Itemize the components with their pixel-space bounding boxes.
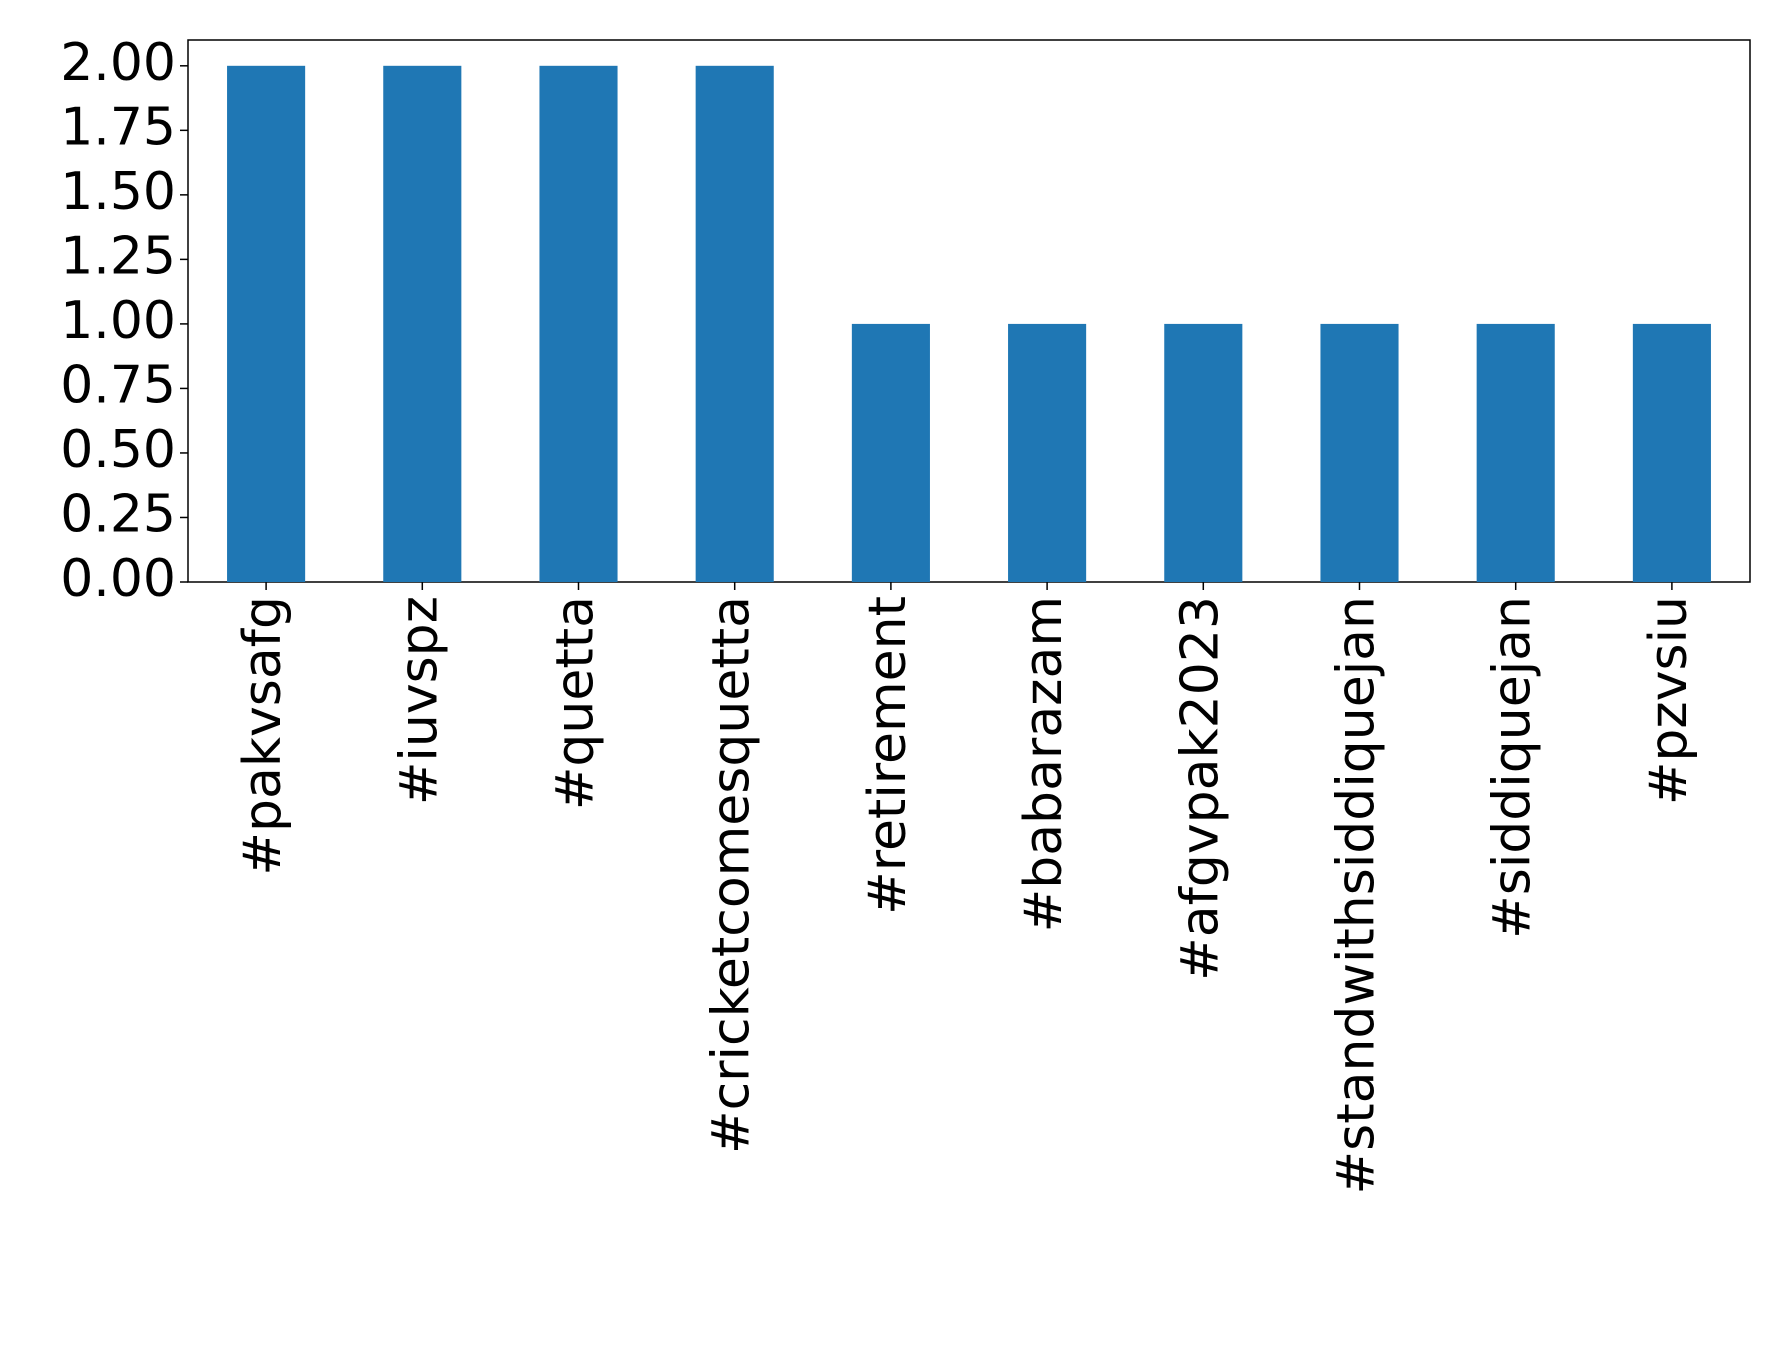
x-tick-label: #cricketcomesquetta	[702, 596, 762, 1154]
bar	[851, 323, 930, 582]
x-tick-label: #retirement	[858, 596, 918, 915]
bar	[227, 65, 306, 583]
x-tick-label: #siddiquejan	[1483, 596, 1543, 939]
x-tick-label: #quetta	[546, 596, 606, 810]
bar	[1008, 323, 1087, 582]
bar	[1632, 323, 1711, 582]
y-tick-label: 1.50	[60, 162, 176, 222]
plot-frame	[187, 39, 1751, 583]
y-tick-label: 2.00	[60, 33, 176, 93]
x-tick-label: #afgvpak2023	[1170, 596, 1230, 981]
y-tick-label: 1.25	[60, 226, 176, 286]
x-tick-label: #standwithsiddiquejan	[1327, 596, 1387, 1194]
x-tick-label: #pzvsiu	[1639, 596, 1699, 805]
bar	[695, 65, 774, 583]
bar	[1320, 323, 1399, 582]
y-tick-label: 0.00	[60, 549, 176, 609]
y-tick-label: 0.25	[60, 484, 176, 544]
bar	[539, 65, 618, 583]
x-tick-label: #iuvspz	[389, 596, 449, 805]
x-tick-label: #pakvsafg	[233, 596, 293, 876]
bar	[383, 65, 462, 583]
y-tick-label: 0.50	[60, 420, 176, 480]
x-tick-label: #babarazam	[1014, 596, 1074, 932]
y-tick-label: 0.75	[60, 355, 176, 415]
y-tick-label: 1.75	[60, 97, 176, 157]
bar	[1164, 323, 1243, 582]
bar	[1476, 323, 1555, 582]
y-tick-label: 1.00	[60, 291, 176, 351]
